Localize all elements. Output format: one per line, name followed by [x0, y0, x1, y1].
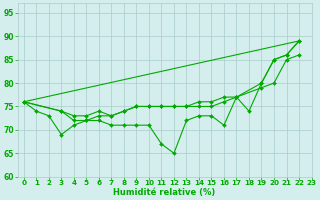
X-axis label: Humidité relative (%): Humidité relative (%) — [113, 188, 216, 197]
